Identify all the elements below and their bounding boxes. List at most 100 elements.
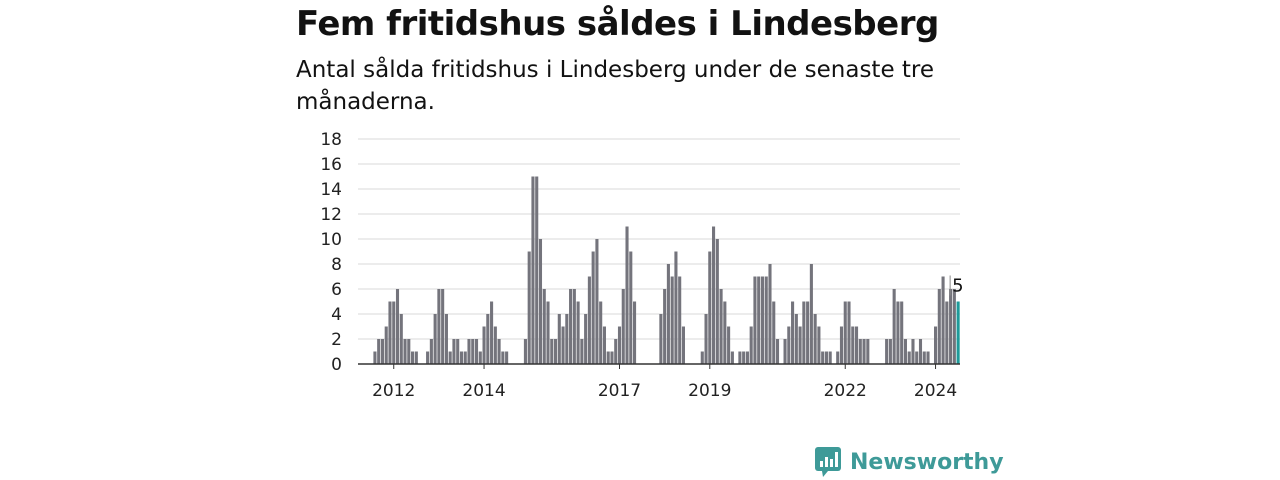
x-tick-label: 2012 bbox=[372, 381, 415, 401]
y-tick-label: 4 bbox=[331, 305, 342, 325]
bar bbox=[817, 326, 821, 364]
bar bbox=[704, 314, 708, 364]
bar bbox=[764, 276, 768, 364]
bar bbox=[945, 301, 949, 364]
y-tick-label: 10 bbox=[320, 230, 342, 250]
bar bbox=[426, 351, 430, 364]
bar bbox=[429, 339, 433, 364]
bar bbox=[584, 314, 588, 364]
bar bbox=[700, 351, 704, 364]
bar bbox=[595, 239, 599, 364]
bar bbox=[885, 339, 889, 364]
bar bbox=[403, 339, 407, 364]
bar bbox=[888, 339, 892, 364]
bar bbox=[708, 251, 712, 364]
bar bbox=[896, 301, 900, 364]
bar bbox=[745, 351, 749, 364]
bar bbox=[610, 351, 614, 364]
bar bbox=[546, 301, 550, 364]
bar bbox=[806, 301, 810, 364]
bars bbox=[358, 176, 960, 365]
bar bbox=[666, 264, 670, 364]
x-tick-label: 2019 bbox=[688, 381, 731, 401]
bar bbox=[903, 339, 907, 364]
bar bbox=[738, 351, 742, 364]
bar bbox=[527, 251, 531, 364]
bar bbox=[459, 351, 464, 364]
bar bbox=[617, 326, 622, 364]
bar bbox=[377, 339, 381, 364]
bar bbox=[854, 326, 859, 364]
bar bbox=[749, 326, 753, 364]
bar bbox=[952, 289, 956, 364]
bar bbox=[926, 351, 930, 364]
bar bbox=[941, 276, 945, 364]
bar bbox=[918, 339, 923, 364]
y-tick-label: 0 bbox=[331, 355, 342, 375]
bar bbox=[900, 301, 904, 364]
bar bbox=[753, 276, 757, 364]
bar bbox=[678, 276, 682, 364]
bar bbox=[791, 301, 795, 364]
bar bbox=[531, 176, 535, 364]
bar bbox=[448, 351, 452, 364]
bar bbox=[580, 339, 584, 364]
bar bbox=[407, 339, 411, 364]
bar bbox=[565, 314, 569, 364]
bar bbox=[493, 326, 497, 364]
bar bbox=[760, 276, 765, 364]
bar bbox=[606, 351, 610, 364]
bar bbox=[813, 314, 817, 364]
bar bbox=[553, 339, 558, 364]
bar bbox=[715, 239, 719, 364]
bar bbox=[478, 351, 482, 364]
bar bbox=[486, 314, 490, 364]
newsworthy-logo-text: Newsworthy bbox=[850, 449, 1004, 475]
bar bbox=[787, 326, 791, 364]
bar bbox=[712, 226, 716, 364]
bar bbox=[384, 326, 388, 364]
bar bbox=[866, 339, 870, 364]
bar bbox=[380, 339, 384, 364]
annotation: 5 bbox=[949, 275, 964, 297]
x-tick-label: 2014 bbox=[462, 381, 505, 401]
bar bbox=[802, 301, 806, 364]
bar bbox=[809, 264, 813, 364]
bar bbox=[783, 339, 787, 364]
bar bbox=[674, 251, 678, 364]
bar bbox=[949, 289, 953, 364]
bar bbox=[824, 351, 828, 364]
bar bbox=[659, 314, 663, 364]
y-axis-ticks: 0 2 4 6 8 10 12 14 16 18 bbox=[320, 130, 342, 375]
bar bbox=[907, 351, 911, 364]
bar bbox=[663, 289, 667, 364]
bar bbox=[847, 301, 851, 364]
bar bbox=[411, 351, 415, 364]
bar bbox=[599, 301, 603, 364]
y-tick-label: 8 bbox=[331, 255, 342, 275]
bar bbox=[561, 326, 565, 364]
bar bbox=[452, 339, 456, 364]
bar bbox=[719, 289, 723, 364]
bar bbox=[937, 289, 941, 364]
bar bbox=[444, 314, 448, 364]
bar bbox=[373, 351, 377, 364]
bar bbox=[828, 351, 832, 364]
bar-highlighted bbox=[956, 301, 960, 364]
bar bbox=[587, 276, 591, 364]
bar bbox=[681, 326, 685, 364]
bar bbox=[862, 339, 866, 364]
bar bbox=[768, 264, 772, 364]
bar bbox=[497, 339, 501, 364]
y-tick-label: 16 bbox=[320, 155, 342, 175]
bar bbox=[467, 339, 471, 364]
bar bbox=[538, 239, 543, 364]
bar bbox=[523, 339, 527, 364]
bar bbox=[576, 301, 580, 364]
bar bbox=[794, 314, 798, 364]
bar bbox=[392, 301, 396, 364]
bar bbox=[772, 301, 776, 364]
annotation-label: 5 bbox=[952, 276, 963, 297]
x-tick-label: 2024 bbox=[914, 381, 957, 401]
